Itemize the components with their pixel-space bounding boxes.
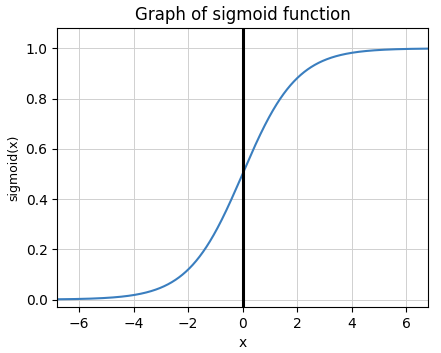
Y-axis label: sigmoid(x): sigmoid(x) — [7, 134, 20, 201]
X-axis label: x: x — [239, 336, 247, 351]
Title: Graph of sigmoid function: Graph of sigmoid function — [135, 6, 351, 24]
